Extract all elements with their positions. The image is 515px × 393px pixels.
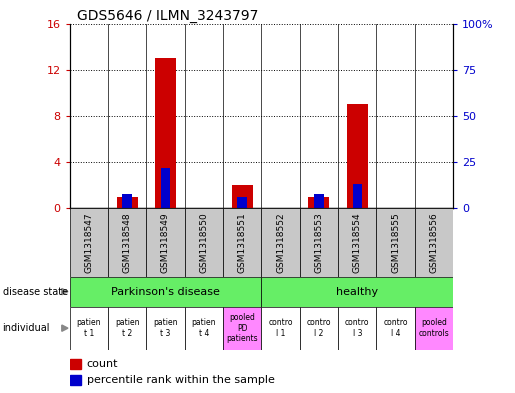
Text: percentile rank within the sample: percentile rank within the sample [87,375,274,385]
Text: contro
l 1: contro l 1 [268,318,293,338]
Text: GSM1318551: GSM1318551 [238,212,247,273]
Text: contro
l 4: contro l 4 [383,318,408,338]
Text: GDS5646 / ILMN_3243797: GDS5646 / ILMN_3243797 [77,9,259,22]
Text: contro
l 2: contro l 2 [306,318,331,338]
Bar [184,307,223,350]
Bar [261,208,300,277]
Bar [155,58,176,208]
Bar [308,197,330,208]
Bar [70,375,81,385]
Bar [70,307,108,350]
Text: GSM1318549: GSM1318549 [161,212,170,273]
Text: contro
l 3: contro l 3 [345,318,370,338]
Bar [123,193,132,208]
Text: pooled
controls: pooled controls [419,318,450,338]
Bar [232,185,253,208]
Bar [108,208,146,277]
Text: GSM1318548: GSM1318548 [123,212,131,273]
Bar [261,307,300,350]
Bar [223,307,261,350]
Text: pooled
PD
patients: pooled PD patients [227,313,258,343]
Text: patien
t 3: patien t 3 [153,318,178,338]
Bar [300,307,338,350]
Polygon shape [62,325,68,331]
Bar [161,168,170,208]
Bar [376,307,415,350]
Text: GSM1318553: GSM1318553 [315,212,323,273]
Bar [415,208,453,277]
Bar [353,184,362,208]
Text: disease state: disease state [3,286,67,297]
Bar [116,197,138,208]
Bar [237,197,247,208]
Bar [184,208,223,277]
Bar [376,208,415,277]
Bar [146,307,184,350]
Bar [415,307,453,350]
Text: GSM1318552: GSM1318552 [276,212,285,273]
Bar [70,359,81,369]
Text: Parkinson's disease: Parkinson's disease [111,287,220,297]
Bar [108,307,146,350]
Text: GSM1318554: GSM1318554 [353,212,362,273]
Bar [338,307,376,350]
Bar [146,208,184,277]
Bar [347,105,368,208]
Text: count: count [87,358,118,369]
Bar [261,277,453,307]
Text: GSM1318555: GSM1318555 [391,212,400,273]
Text: healthy: healthy [336,287,379,297]
Polygon shape [62,288,68,295]
Text: individual: individual [3,323,50,333]
Bar [223,208,261,277]
Text: GSM1318556: GSM1318556 [430,212,438,273]
Text: patien
t 4: patien t 4 [192,318,216,338]
Text: patien
t 2: patien t 2 [115,318,140,338]
Bar [314,193,323,208]
Text: patien
t 1: patien t 1 [76,318,101,338]
Bar [70,277,261,307]
Bar [338,208,376,277]
Bar [70,208,108,277]
Text: GSM1318547: GSM1318547 [84,212,93,273]
Bar [300,208,338,277]
Text: GSM1318550: GSM1318550 [199,212,208,273]
